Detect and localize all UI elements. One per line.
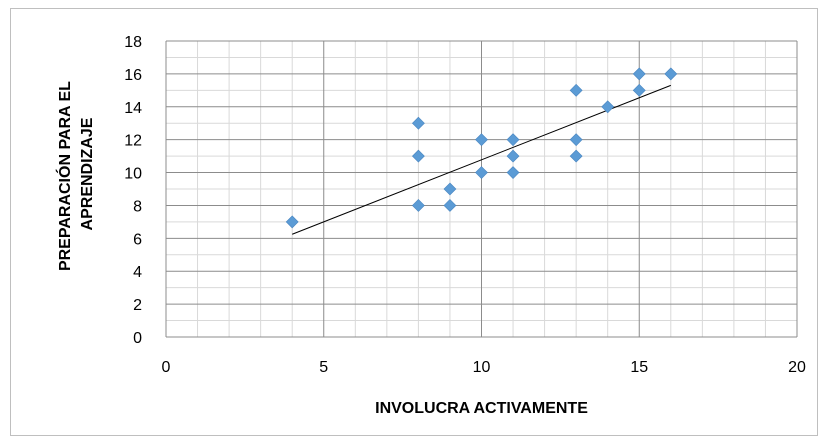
x-axis-title: INVOLUCRA ACTIVAMENTE	[375, 400, 588, 417]
y-tick-label: 6	[133, 231, 142, 248]
data-point	[443, 182, 457, 196]
x-tick-label: 5	[319, 359, 328, 376]
y-tick-labels: 0 2 4 6 8 10 12 14 16 18	[124, 34, 142, 347]
data-point	[411, 149, 425, 163]
y-tick-label: 0	[133, 330, 142, 347]
y-tick-label: 18	[124, 34, 142, 51]
x-tick-label: 0	[162, 359, 171, 376]
data-points	[285, 67, 678, 229]
y-tick-label: 10	[124, 166, 142, 183]
data-point	[569, 83, 583, 97]
data-point	[506, 166, 520, 179]
x-tick-labels: 0 5 10 15 20	[162, 359, 806, 376]
y-tick-label: 8	[133, 198, 142, 215]
x-tick-label: 15	[630, 359, 648, 376]
y-axis-title: PREPARACIÓN PARA EL APRENDIZAJE	[55, 77, 96, 271]
data-point	[664, 67, 678, 81]
x-tick-label: 10	[473, 359, 491, 376]
data-point	[601, 100, 615, 114]
y-tick-label: 14	[124, 100, 142, 117]
y-axis-title-line-2: APRENDIZAJE	[79, 117, 96, 230]
data-point	[411, 116, 425, 130]
data-point	[506, 149, 520, 163]
y-tick-label: 12	[124, 133, 142, 150]
data-point	[475, 166, 488, 179]
grid	[165, 40, 798, 338]
y-axis-title-line-1: PREPARACIÓN PARA EL	[55, 81, 74, 271]
y-tick-label: 16	[124, 67, 142, 84]
data-point	[569, 133, 583, 147]
data-point	[475, 133, 488, 147]
data-point	[443, 199, 457, 212]
data-point	[506, 133, 520, 147]
data-point	[632, 67, 646, 81]
data-point	[569, 149, 583, 163]
y-tick-label: 2	[133, 297, 142, 314]
x-tick-label: 20	[788, 359, 806, 376]
data-point	[632, 83, 646, 97]
data-point	[411, 199, 425, 212]
y-tick-label: 4	[133, 264, 142, 281]
data-point	[285, 215, 299, 229]
